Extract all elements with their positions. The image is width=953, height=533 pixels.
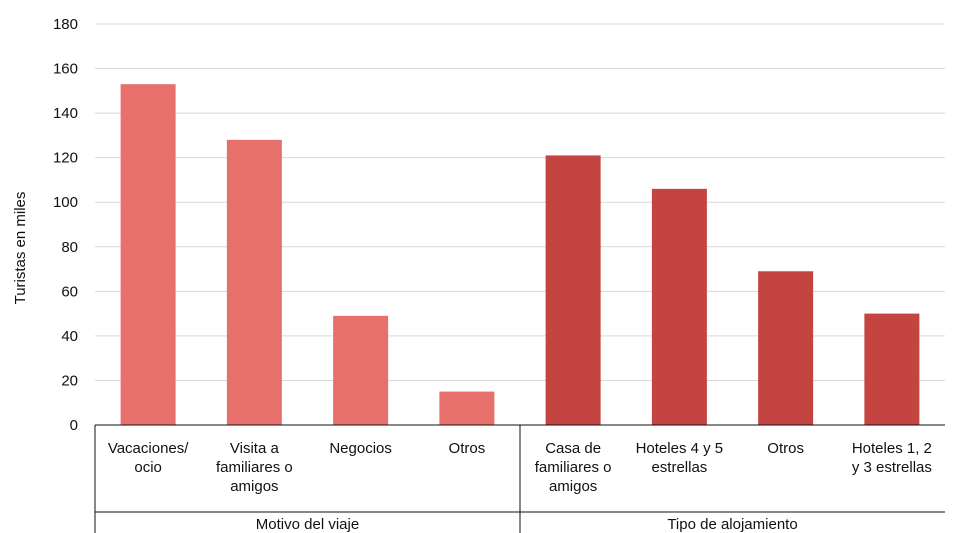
bar	[651, 188, 707, 425]
group-labels: Motivo del viaje Tipo de alojamiento	[256, 516, 798, 533]
bar	[545, 155, 601, 425]
bar	[333, 315, 389, 425]
y-tick-label: 60	[61, 283, 78, 300]
category-label: familiares o	[535, 459, 612, 476]
category-label: Visita a	[230, 440, 280, 457]
y-tick-label: 80	[61, 239, 78, 256]
y-tick-label: 20	[61, 372, 78, 389]
bar	[864, 313, 920, 425]
axes	[94, 424, 945, 533]
category-label: estrellas	[651, 459, 707, 476]
category-label: Hoteles 4 y 5	[636, 440, 724, 457]
y-axis-label: Turistas en miles	[12, 192, 29, 305]
category-label: ocio	[134, 459, 162, 476]
category-label: Negocios	[329, 440, 392, 457]
category-label: Otros	[449, 440, 486, 457]
category-label: Hoteles 1, 2	[852, 440, 932, 457]
gridlines	[95, 23, 945, 381]
y-tick-label: 180	[53, 16, 78, 33]
y-tick-label: 100	[53, 194, 78, 211]
bar	[120, 84, 176, 426]
y-tick-label: 120	[53, 150, 78, 167]
group-label: Motivo del viaje	[256, 516, 359, 533]
bar	[226, 139, 282, 425]
y-tick-label: 0	[70, 417, 78, 434]
bars	[120, 84, 920, 426]
category-label: y 3 estrellas	[852, 459, 932, 476]
category-label: Casa de	[545, 440, 601, 457]
group-label: Tipo de alojamiento	[667, 516, 797, 533]
bar	[439, 391, 495, 425]
bar	[758, 271, 814, 425]
category-label: familiares o	[216, 459, 293, 476]
category-label: amigos	[549, 478, 597, 495]
y-axis-tick-labels: 0 20 40 60 80 100 120 140 160 180	[53, 16, 78, 434]
category-label: amigos	[230, 478, 278, 495]
category-label: Otros	[767, 440, 804, 457]
y-tick-label: 160	[53, 61, 78, 78]
y-tick-label: 140	[53, 105, 78, 122]
category-label: Vacaciones/	[108, 440, 189, 457]
y-tick-label: 40	[61, 328, 78, 345]
category-labels: Vacaciones/ocio Visita a familiares o amigo…	[108, 440, 932, 495]
